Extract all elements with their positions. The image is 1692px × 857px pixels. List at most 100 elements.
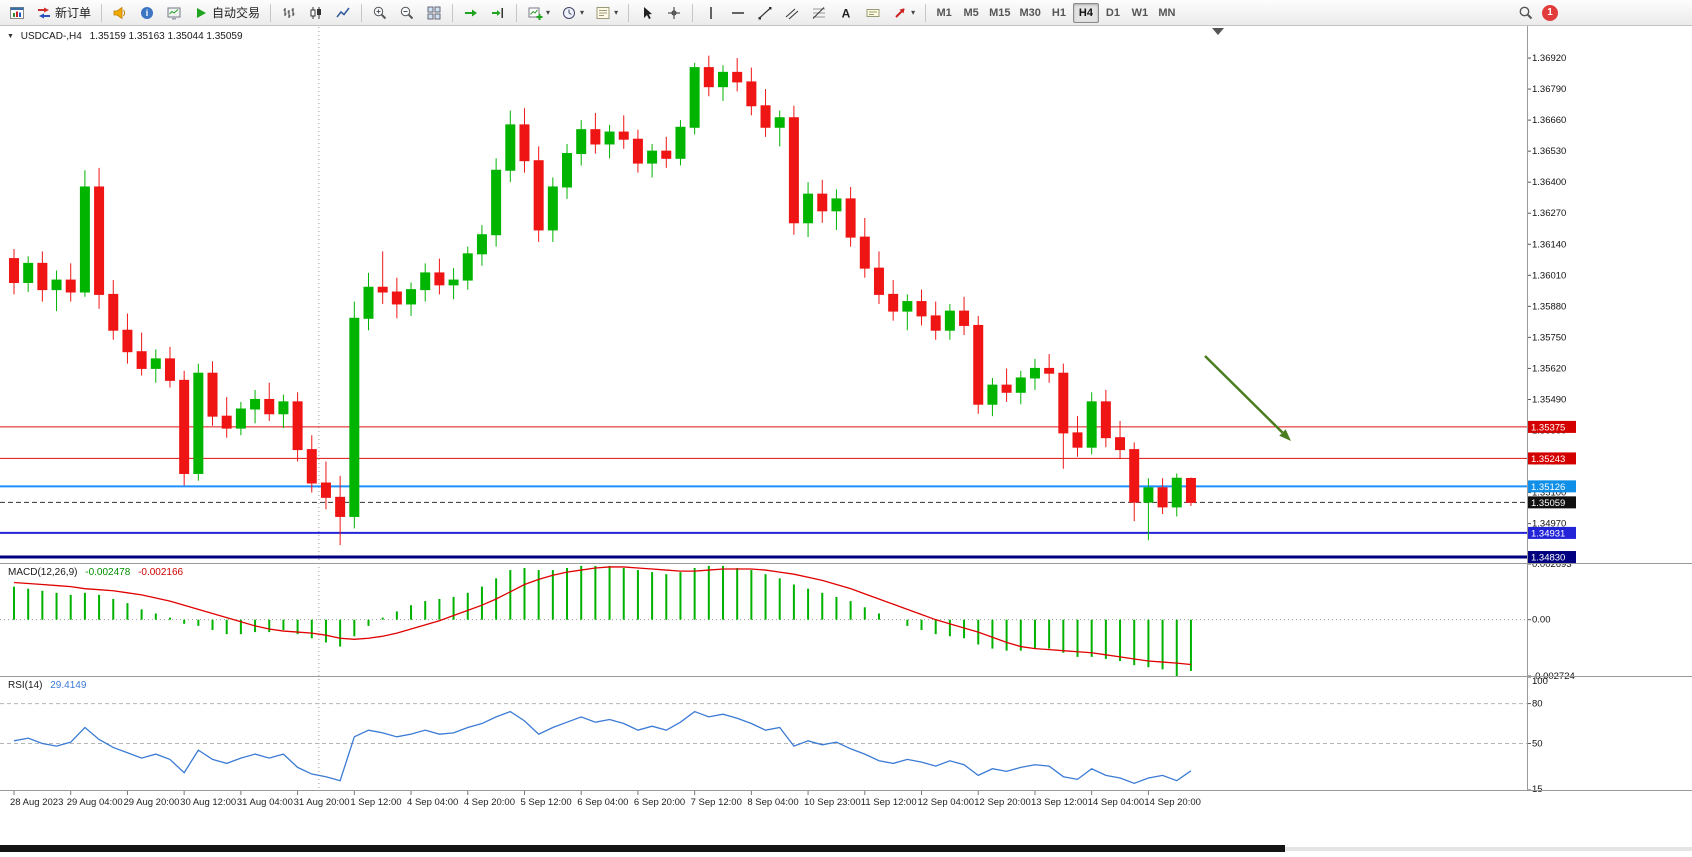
timeframe-mn-button[interactable]: MN [1158, 6, 1176, 19]
horizontal-line-icon [732, 11, 745, 14]
symbol-dropdown-icon[interactable]: ▼ [7, 33, 14, 40]
auto-scroll-button[interactable] [458, 2, 484, 24]
svg-text:1.36140: 1.36140 [1532, 239, 1566, 250]
new-order-icon [38, 7, 50, 18]
text-tool[interactable]: A [833, 2, 859, 24]
trendline-tool[interactable] [752, 2, 778, 24]
arrow-objects-icon [895, 7, 905, 18]
horizontal-line-tool[interactable] [725, 2, 751, 24]
terminal-button[interactable] [161, 2, 187, 24]
rsi-name: RSI(14) [8, 680, 43, 691]
dropdown-caret-icon: ▾ [911, 7, 916, 17]
toolbar-separator [270, 3, 272, 22]
channel-tool[interactable] [779, 2, 805, 24]
svg-text:1.36270: 1.36270 [1532, 208, 1566, 219]
timeframe-group: M1 M5 M15 M30 H1 H4 D1 W1 MN [931, 2, 1180, 23]
svg-text:4 Sep 04:00: 4 Sep 04:00 [407, 797, 458, 808]
chart-window-button[interactable] [4, 2, 30, 24]
chart-shift-button[interactable] [485, 2, 511, 24]
line-chart-button[interactable] [330, 2, 356, 24]
svg-text:11 Sep 12:00: 11 Sep 12:00 [861, 797, 917, 808]
svg-text:7 Sep 12:00: 7 Sep 12:00 [691, 797, 742, 808]
new-order-button[interactable]: 新订单 [31, 2, 96, 24]
periods-dropdown[interactable]: ▾ [556, 2, 589, 24]
svg-text:30 Aug 12:00: 30 Aug 12:00 [180, 797, 236, 808]
svg-text:1.36920: 1.36920 [1532, 53, 1566, 64]
timeframe-h4-button[interactable]: H4 [1072, 2, 1099, 23]
timeframe-m15-button[interactable]: M15 [989, 6, 1011, 19]
terminal-icon [167, 7, 181, 19]
svg-text:12 Sep 04:00: 12 Sep 04:00 [918, 797, 975, 808]
svg-text:1 Sep 12:00: 1 Sep 12:00 [350, 797, 401, 808]
candlestick-chart-icon [310, 6, 322, 19]
community-button[interactable]: i [134, 2, 160, 24]
timeframe-m5-button[interactable]: M5 [963, 6, 979, 19]
svg-text:1.36530: 1.36530 [1532, 146, 1566, 157]
svg-text:29 Aug 04:00: 29 Aug 04:00 [67, 797, 123, 808]
templates-dropdown[interactable]: ▾ [590, 2, 623, 24]
rsi-value: 29.4149 [50, 680, 87, 691]
candle-chart-button[interactable] [303, 2, 329, 24]
timeframe-m30-button[interactable]: M30 [1019, 6, 1041, 19]
cursor-tool-button[interactable] [634, 2, 660, 24]
alerts-button[interactable] [107, 2, 133, 24]
toolbar-right: 1 [1518, 4, 1688, 21]
svg-text:1.34830: 1.34830 [1531, 553, 1565, 564]
svg-text:50: 50 [1532, 738, 1543, 749]
svg-text:1.35490: 1.35490 [1532, 394, 1566, 405]
new-chart-dropdown[interactable]: ▾ [522, 2, 555, 24]
autotrading-button[interactable]: 自动交易 [188, 2, 265, 24]
vertical-line-icon [710, 6, 712, 19]
timeframe-h1-button[interactable]: H1 [1051, 6, 1066, 19]
bar-chart-button[interactable] [276, 2, 302, 24]
candles-layer [9, 55, 1196, 546]
svg-text:1.35126: 1.35126 [1531, 482, 1565, 493]
tile-windows-button[interactable] [421, 2, 447, 24]
arrows-dropdown[interactable]: ▾ [887, 2, 920, 24]
scrollbar-thumb[interactable] [0, 845, 1285, 852]
svg-text:A: A [842, 6, 851, 20]
zoom-in-icon [373, 6, 387, 19]
svg-text:i: i [146, 8, 149, 18]
svg-text:80: 80 [1532, 699, 1543, 710]
svg-text:10 Sep 23:00: 10 Sep 23:00 [804, 797, 861, 808]
auto-scroll-icon [465, 9, 478, 16]
svg-text:1.35243: 1.35243 [1531, 454, 1565, 465]
svg-text:31 Aug 04:00: 31 Aug 04:00 [237, 797, 293, 808]
zoom-in-button[interactable] [367, 2, 393, 24]
trend-arrow-head [1279, 429, 1291, 441]
new-order-label: 新订单 [55, 6, 92, 20]
rsi-line [13, 710, 1192, 785]
timeframe-m1-button[interactable]: M1 [936, 6, 952, 19]
svg-text:1.35750: 1.35750 [1532, 332, 1566, 343]
zoom-out-button[interactable] [394, 2, 420, 24]
tile-windows-icon [427, 6, 441, 19]
search-icon[interactable] [1518, 5, 1534, 21]
dropdown-caret-icon: ▾ [614, 7, 619, 17]
autotrading-label: 自动交易 [212, 6, 261, 20]
macd-main-value: -0.002478 [85, 567, 131, 578]
fibonacci-icon [812, 6, 826, 19]
time-scale[interactable]: 28 Aug 2023 29 Aug 04:00 29 Aug 20:00 30 Au… [10, 791, 1201, 808]
template-icon [596, 6, 610, 19]
fibonacci-tool[interactable] [806, 2, 832, 24]
svg-text:31 Aug 20:00: 31 Aug 20:00 [294, 797, 350, 808]
svg-text:100: 100 [1532, 676, 1548, 687]
toolbar-separator [628, 3, 630, 22]
trend-arrow-object[interactable] [1204, 355, 1284, 434]
community-icon: i [141, 6, 154, 19]
svg-text:4 Sep 20:00: 4 Sep 20:00 [464, 797, 515, 808]
chart-shift-marker[interactable] [1212, 28, 1224, 35]
vertical-line-tool[interactable] [698, 2, 724, 24]
svg-text:1.36790: 1.36790 [1532, 84, 1566, 95]
notification-badge[interactable]: 1 [1542, 4, 1558, 21]
svg-text:0.002693: 0.002693 [1532, 559, 1572, 570]
timeframe-d1-button[interactable]: D1 [1105, 6, 1120, 19]
crosshair-tool-button[interactable] [661, 2, 687, 24]
text-label-tool[interactable] [860, 2, 886, 24]
timeframe-w1-button[interactable]: W1 [1131, 6, 1149, 19]
price-labels: 1.35375 1.35243 1.35126 1.35059 1.34931 1.348… [1528, 420, 1576, 564]
toolbar-separator [361, 3, 363, 22]
text-icon: A [842, 6, 851, 20]
